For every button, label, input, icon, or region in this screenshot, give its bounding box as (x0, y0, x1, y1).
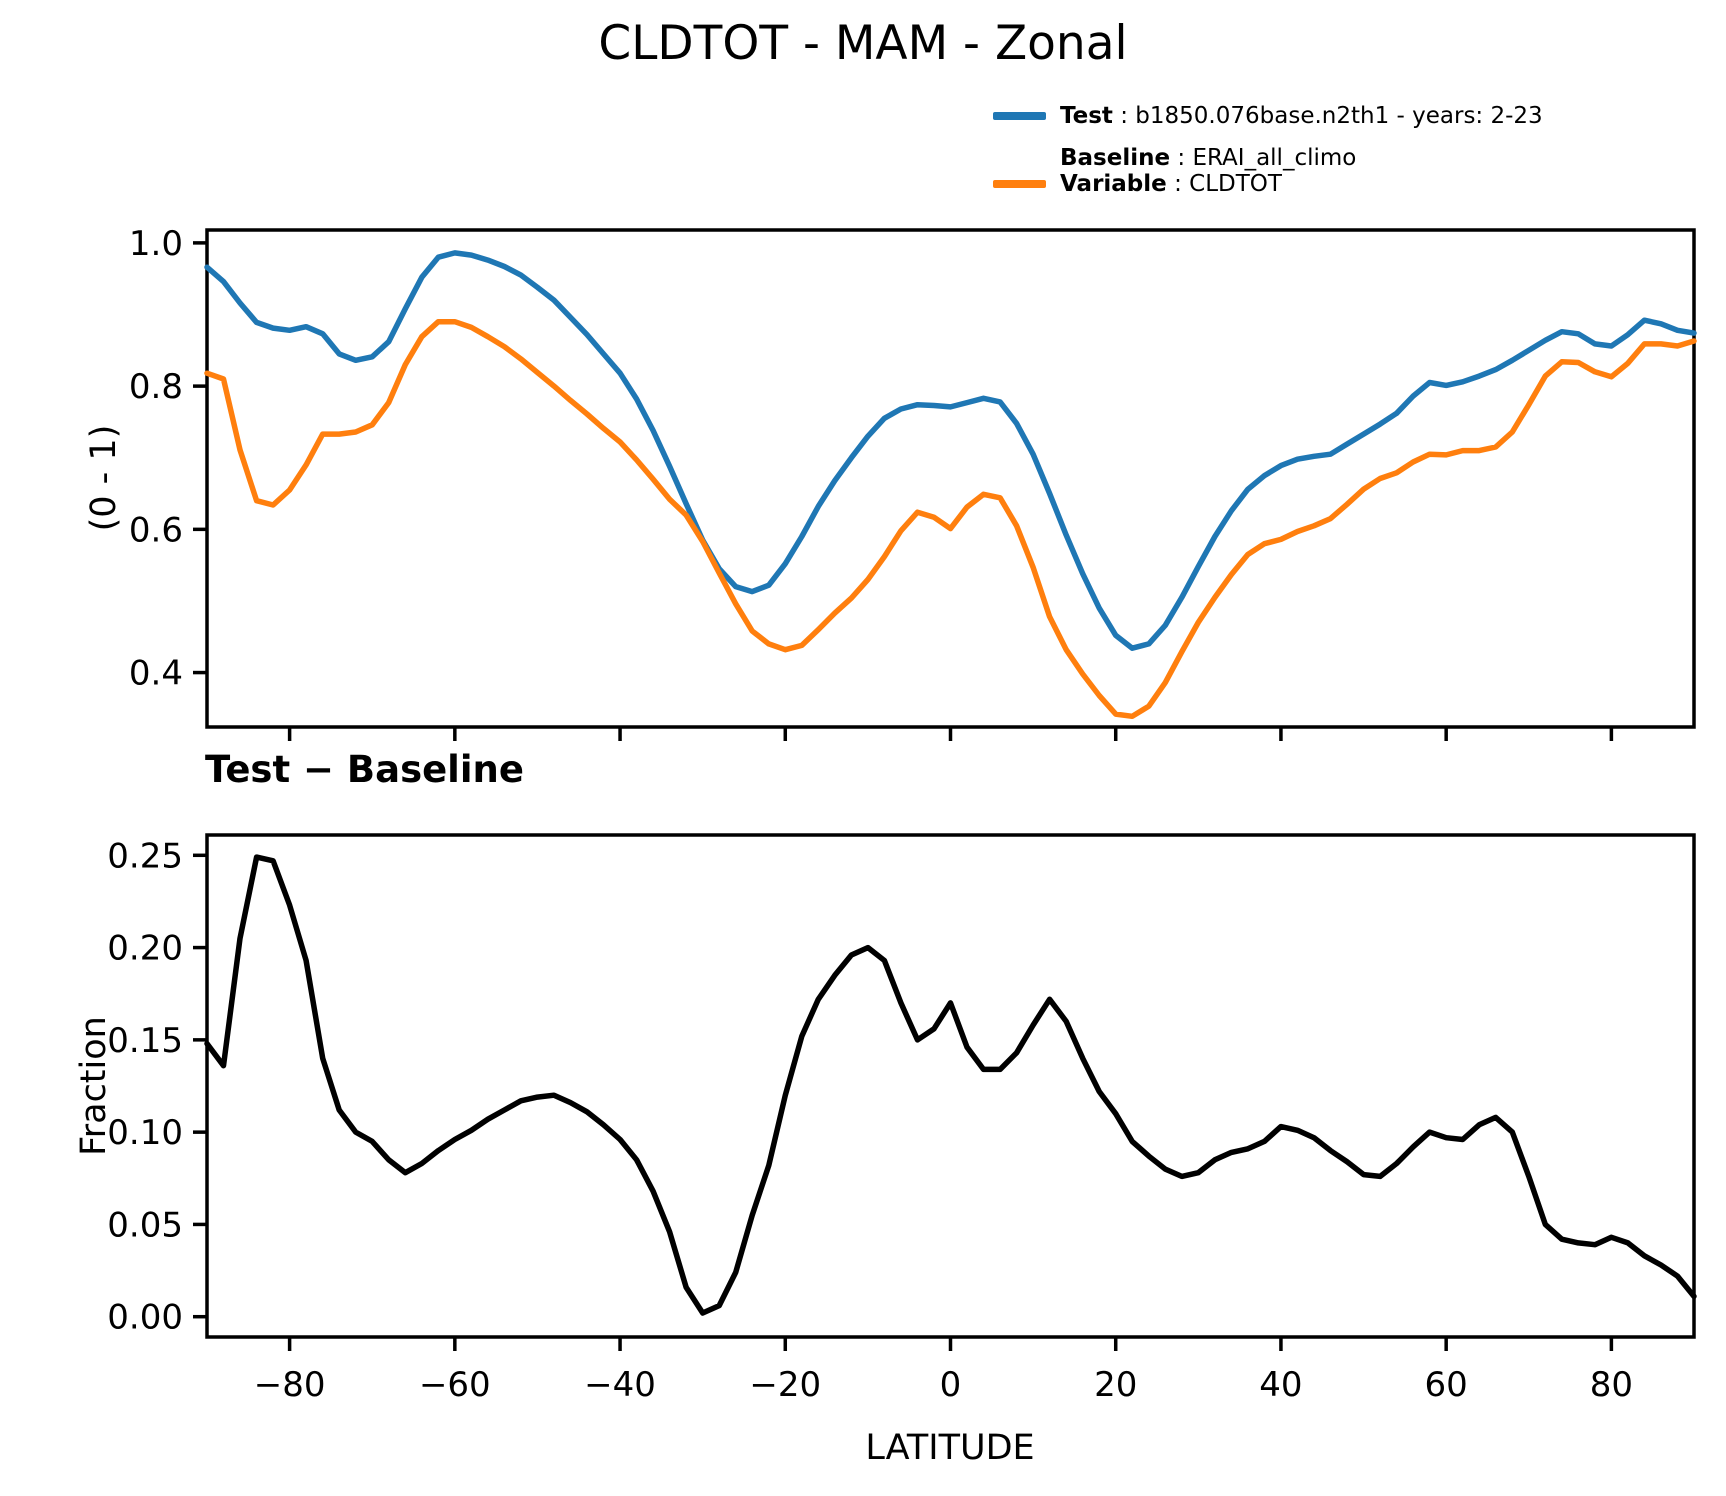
y-tick-label: 0.20 (107, 929, 183, 969)
axes-spines (205, 228, 1696, 729)
x-tick-label: −20 (749, 1365, 821, 1405)
x-tick-label: 60 (1425, 1365, 1468, 1405)
legend-variable-label: Variable (1060, 171, 1167, 197)
subplot-title-difference: Test − Baseline (205, 748, 524, 791)
legend-baseline-text: Baseline : ERAI_all_climo Variable : CLD… (1060, 145, 1356, 197)
y-tick-label: 0.25 (107, 836, 183, 876)
axes-bottom-difference: 0.25 0.20 0.15 0.10 0.05 0.00 −80 −60 −40 −20 0 20 4… (107, 833, 1697, 1405)
legend-baseline-value: : ERAI_all_climo (1170, 145, 1357, 171)
y-tick-label: 0.15 (107, 1021, 183, 1061)
legend-variable-value: : CLDTOT (1166, 171, 1282, 197)
line-test (204, 250, 1697, 651)
legend-baseline-line: Baseline : ERAI_all_climo (1060, 145, 1356, 171)
y-tick-label: 0.10 (107, 1113, 183, 1153)
legend: Test : b1850.076base.n2th1 - years: 2-23… (993, 103, 1543, 213)
y-tick-label: 0.6 (129, 510, 183, 550)
line-test-baseline-difference (204, 854, 1697, 1316)
legend-row-test: Test : b1850.076base.n2th1 - years: 2-23 (993, 103, 1543, 129)
axes-spines (205, 833, 1696, 1339)
x-tick-label: 40 (1259, 1365, 1302, 1405)
x-tick-label: 20 (1094, 1365, 1137, 1405)
legend-baseline-label: Baseline (1060, 145, 1171, 171)
test-line-swatch (993, 112, 1046, 120)
x-tick-label: −80 (254, 1365, 326, 1405)
legend-test-text: Test : b1850.076base.n2th1 - years: 2-23 (1060, 103, 1543, 129)
page-title: CLDTOT - MAM - Zonal (598, 16, 1128, 71)
legend-test-label: Test (1060, 103, 1113, 129)
y-tick-label: 0.00 (107, 1298, 183, 1338)
y-tick-label: 0.8 (129, 367, 183, 407)
x-tick-label: 80 (1590, 1365, 1633, 1405)
legend-variable-line: Variable : CLDTOT (1060, 171, 1356, 197)
x-tick-label: −40 (584, 1365, 656, 1405)
y-tick-label: 0.4 (129, 654, 183, 694)
y-tick-label: 1.0 (129, 224, 183, 264)
x-tick-label: 0 (940, 1365, 962, 1405)
x-axis-label: LATITUDE (865, 1428, 1035, 1468)
x-tick-label: −60 (419, 1365, 491, 1405)
y-tick-label: 0.05 (107, 1205, 183, 1245)
baseline-line-swatch (993, 180, 1046, 188)
legend-test-value: : b1850.076base.n2th1 - years: 2-23 (1112, 103, 1543, 129)
legend-row-baseline: Baseline : ERAI_all_climo Variable : CLD… (993, 145, 1543, 197)
axes-top-cldtot: 1.0 0.8 0.6 0.4 (129, 224, 1697, 741)
line-baseline (204, 318, 1697, 720)
